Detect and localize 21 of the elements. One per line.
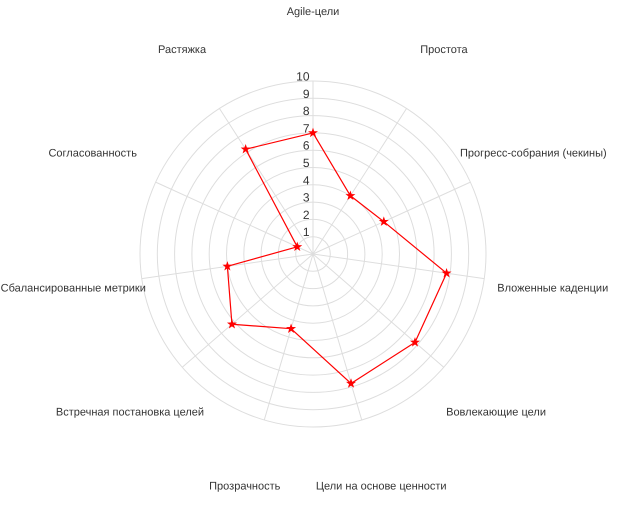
y-tick-label: 9	[302, 86, 310, 101]
spoke-label: Прогресс-собрания (чекины)	[460, 147, 607, 160]
y-tick-label: 2	[302, 208, 310, 222]
spoke-label: Сбалансированные метрики	[0, 282, 146, 294]
spoke-label: Вовлекающие цели	[446, 406, 546, 419]
y-tick-label: 4	[302, 173, 310, 188]
y-tick-label: 10	[296, 70, 310, 84]
y-tick-label: 3	[302, 190, 310, 205]
spoke-label: Простота	[420, 44, 469, 56]
spoke-label: Встречная постановка целей	[56, 406, 204, 419]
spoke-label: Вложенные каденции	[497, 282, 608, 294]
y-tick-label: 8	[302, 104, 310, 118]
spoke-label: Цели на основе ценности	[316, 480, 447, 492]
spoke-label: Прозрачность	[209, 480, 281, 492]
spoke-label: Согласованность	[48, 147, 138, 160]
y-tick-label: 6	[302, 138, 310, 153]
y-tick-label: 5	[302, 156, 310, 170]
spoke-label: Agile-цели	[286, 6, 340, 18]
spoke-label: Растяжка	[158, 44, 207, 56]
y-tick-label: 7	[302, 121, 310, 136]
y-tick-label: 1	[302, 225, 310, 240]
